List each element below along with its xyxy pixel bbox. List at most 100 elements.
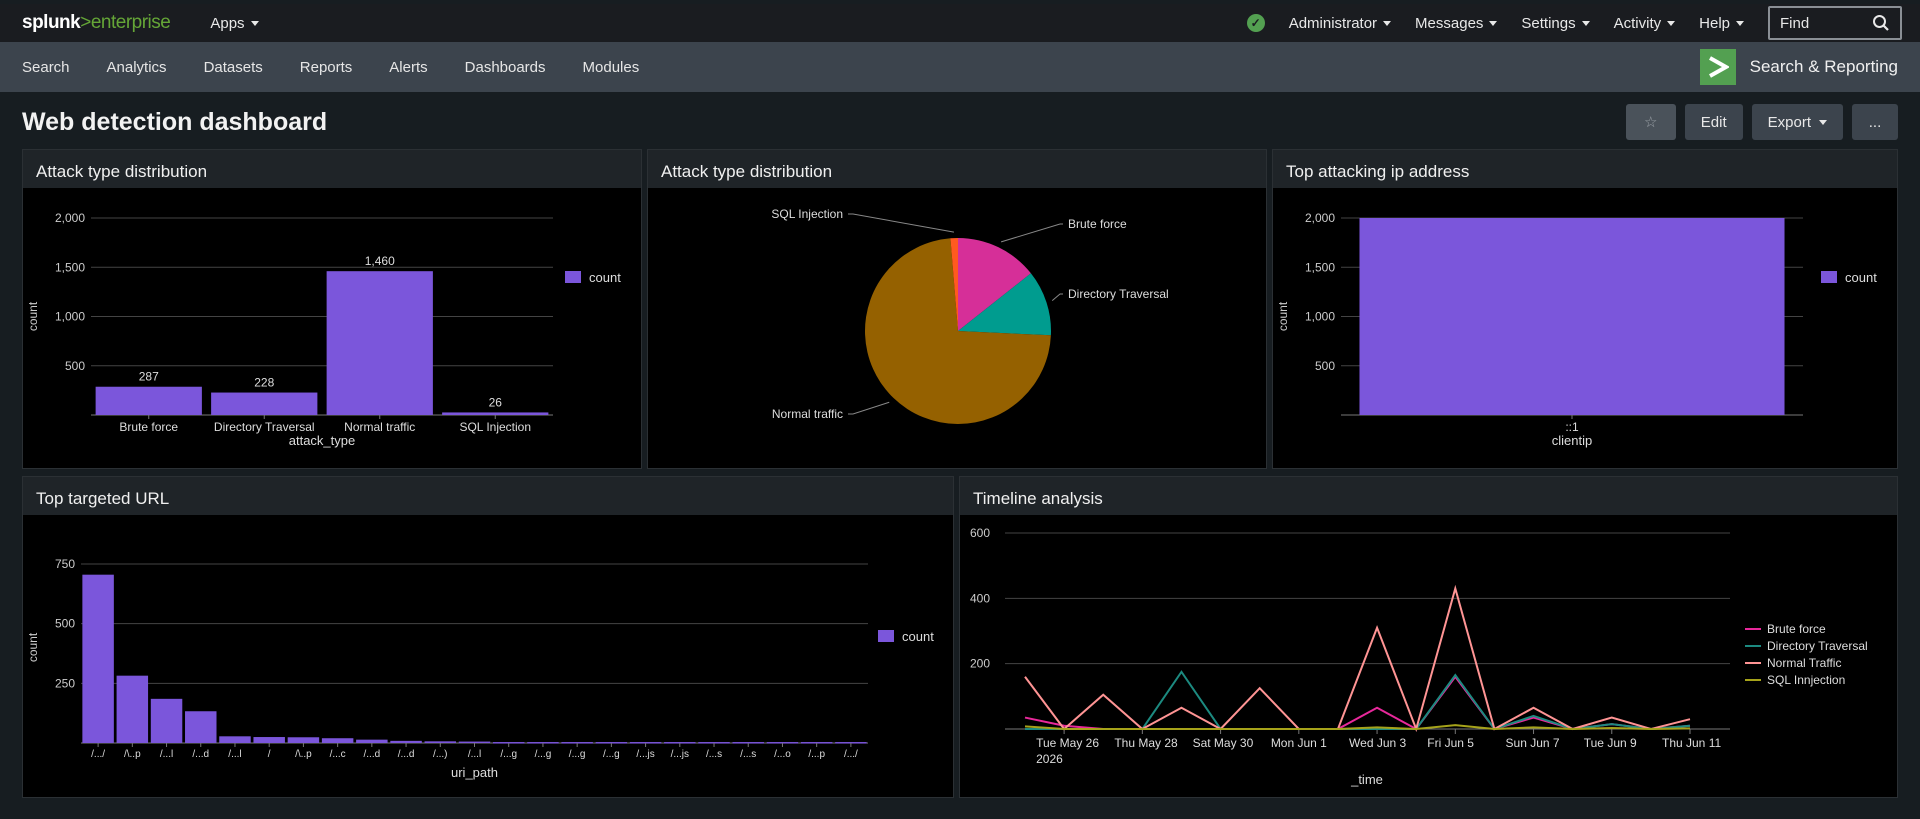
x-tick-label: Wed Jun 3 <box>1349 736 1406 750</box>
x-tick-label: /.../ <box>91 749 105 760</box>
pie-label: Brute force <box>1068 217 1127 231</box>
legend-label: Directory Traversal <box>1767 639 1868 653</box>
x-tick-label: /...d <box>398 749 415 760</box>
x-tick-label: /...p <box>808 749 825 760</box>
x-tick-label: Mon Jun 1 <box>1271 736 1327 750</box>
panel-title: Attack type distribution <box>23 150 641 188</box>
administrator-menu[interactable]: Administrator <box>1289 15 1392 32</box>
pie-leader-line <box>1000 223 1063 243</box>
series-line <box>1024 675 1691 731</box>
edit-button[interactable]: Edit <box>1684 104 1743 140</box>
data-label: 228 <box>254 376 274 390</box>
x-tick-label: /\..p <box>124 749 141 760</box>
bar <box>492 742 525 744</box>
attack-type-bar-chart: 500 1,000 1,500 2,000 count Brute force 287 Dir… <box>26 211 621 448</box>
y-tick-label: 750 <box>55 557 75 571</box>
y-tick-label: 1,500 <box>55 260 85 274</box>
chevron-down-icon <box>250 21 259 27</box>
x-tick-label: /...o <box>774 749 791 760</box>
timeline-line-chart: 200 400 600 Tue May 26 Thu May 28 Sat May 30 M… <box>970 526 1868 787</box>
y-axis-label: count <box>26 301 40 331</box>
pie-leader-line <box>1051 293 1063 302</box>
chevron-down-icon <box>1667 21 1676 27</box>
bar <box>150 698 183 743</box>
nav-dashboards[interactable]: Dashboards <box>464 58 546 76</box>
chevron-down-icon <box>1581 21 1590 27</box>
splunk-logo[interactable]: splunk>enterprise <box>22 12 171 33</box>
help-menu[interactable]: Help <box>1699 15 1744 32</box>
nav-search[interactable]: Search <box>22 58 70 76</box>
more-button[interactable]: ... <box>1852 104 1898 140</box>
chevron-down-icon <box>1736 21 1744 27</box>
bar <box>664 742 696 744</box>
bar <box>458 741 491 744</box>
chevron-down-icon <box>1819 119 1827 125</box>
y-axis-label: count <box>26 632 40 662</box>
nav-alerts[interactable]: Alerts <box>389 58 428 76</box>
bar <box>1359 218 1785 415</box>
bar <box>766 742 799 744</box>
x-tick-label: /...s <box>706 749 722 760</box>
pie-label: Normal traffic <box>772 407 843 421</box>
x-tick-label: /...) <box>433 749 447 760</box>
x-tick-label: /...c <box>330 749 346 760</box>
x-tick-label: /\..p <box>295 749 312 760</box>
bar <box>116 675 149 743</box>
x-tick-label: /...l <box>160 749 173 760</box>
bar <box>732 742 764 744</box>
y-tick-label: 1,500 <box>1305 260 1335 274</box>
settings-menu[interactable]: Settings <box>1521 15 1590 32</box>
nav-reports[interactable]: Reports <box>299 58 353 76</box>
x-tick-label: Sun Jun 7 <box>1506 736 1560 750</box>
bar <box>219 736 251 743</box>
bar <box>95 386 202 415</box>
x-tick-label: Tue Jun 9 <box>1584 736 1637 750</box>
legend-label: SQL Innjection <box>1767 673 1845 687</box>
legend-label: count <box>589 270 621 285</box>
y-tick-label: 2,000 <box>1305 211 1335 225</box>
y-tick-label: 500 <box>1315 359 1335 373</box>
panel-timeline: Timeline analysis 200 400 600 Tue May 26 Thu… <box>959 476 1898 798</box>
check-circle-icon[interactable]: ✓ <box>1246 14 1265 32</box>
find-input[interactable]: Find <box>1768 6 1902 40</box>
pie-slice <box>958 273 1051 336</box>
x-tick-label: /...d <box>192 749 209 760</box>
bar <box>835 742 867 744</box>
y-tick-label: 500 <box>65 359 85 373</box>
pie-slice <box>958 238 1031 331</box>
x-axis-label: uri_path <box>451 765 498 780</box>
pie-leader-line <box>848 401 890 415</box>
star-button[interactable]: ☆ <box>1625 104 1676 140</box>
app-name[interactable]: Search & Reporting <box>1699 49 1898 85</box>
bar <box>82 574 114 743</box>
nav-datasets[interactable]: Datasets <box>203 58 263 76</box>
data-label: 287 <box>139 370 159 384</box>
bar <box>800 742 833 744</box>
x-tick-label: /...g <box>603 749 620 760</box>
app-chevron-icon <box>1699 49 1736 85</box>
export-button[interactable]: Export <box>1751 104 1843 140</box>
panel-top-ip: Top attacking ip address 500 1,000 1,500 2,… <box>1272 149 1898 469</box>
legend-swatch <box>878 630 894 642</box>
y-tick-label: 600 <box>970 526 990 540</box>
messages-menu[interactable]: Messages <box>1415 15 1498 32</box>
search-icon[interactable] <box>1872 14 1890 32</box>
panel-attack-pie: Attack type distribution Brute force Dire… <box>647 149 1267 469</box>
x-tick-label: Thu May 28 <box>1114 736 1178 750</box>
apps-menu[interactable]: Apps <box>210 15 259 32</box>
activity-menu[interactable]: Activity <box>1614 15 1676 32</box>
series-line <box>1024 584 1691 733</box>
attack-type-pie-chart: Brute force Directory Traversal Normal tra… <box>771 207 1169 424</box>
bar <box>561 742 593 744</box>
x-tick-label: Tue May 26 <box>1036 736 1099 750</box>
legend-label: count <box>902 629 934 644</box>
bar <box>629 742 662 744</box>
bar <box>527 742 559 744</box>
x-tick-label: /...s <box>740 749 756 760</box>
nav-analytics[interactable]: Analytics <box>106 58 167 76</box>
data-label: 26 <box>489 395 503 409</box>
x-tick-label: Normal traffic <box>344 420 415 434</box>
x-tick-label: /...js <box>636 749 654 760</box>
nav-modules[interactable]: Modules <box>582 58 640 76</box>
